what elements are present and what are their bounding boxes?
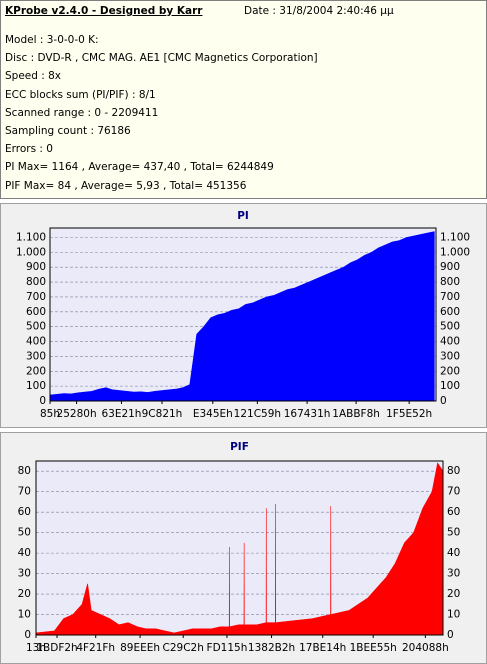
chart-title: PI bbox=[237, 210, 249, 222]
y-tick-label: 1.100 bbox=[16, 232, 46, 244]
chart: PIF 0 0 10 10 20 20 30 30 40 40 50 50 60 60 70 70 80 80 13h… bbox=[0, 432, 487, 664]
y-tick-label: 600 bbox=[26, 306, 46, 318]
x-tick-label: 121C59h bbox=[234, 408, 281, 420]
y2-tick-label: 400 bbox=[440, 336, 460, 348]
chart-title: PIF bbox=[230, 441, 249, 453]
y-tick-label: 300 bbox=[26, 350, 46, 362]
y-tick-label: 30 bbox=[18, 568, 31, 580]
y2-tick-label: 300 bbox=[440, 350, 460, 362]
report-line: ECC blocks sum (PI/PIF) : 8/1 bbox=[5, 88, 156, 101]
x-tick-label: 9C821h bbox=[142, 408, 183, 420]
y-tick-label: 100 bbox=[26, 380, 46, 392]
x-tick-label: FD115h bbox=[207, 642, 248, 654]
y-tick-label: 50 bbox=[18, 527, 31, 539]
y-tick-label: 60 bbox=[18, 506, 31, 518]
x-tick-label: 63E21h bbox=[101, 408, 141, 420]
y-tick-label: 70 bbox=[18, 486, 31, 498]
report-line: Scanned range : 0 - 2209411 bbox=[5, 106, 159, 119]
report-line: Errors : 0 bbox=[5, 143, 53, 156]
x-tick-label: 89EEEh bbox=[120, 642, 160, 654]
area bbox=[49, 231, 435, 402]
report-line: Disc : DVD-R , CMC MAG. AE1 [CMC Magneti… bbox=[5, 52, 318, 65]
x-tick-label: 1ABBF8h bbox=[332, 408, 380, 420]
y2-tick-label: 200 bbox=[440, 365, 460, 377]
plot-border bbox=[49, 227, 437, 402]
x-tick-label: 13h bbox=[26, 642, 46, 654]
y-tick-label: 10 bbox=[18, 609, 31, 621]
area bbox=[35, 462, 444, 636]
chart: PI 0 0 100 100 200 200 300 300 400 400 500 500 600 600… bbox=[0, 203, 487, 428]
x-tick-label: 1382B2h bbox=[248, 642, 295, 654]
plot-border bbox=[35, 460, 444, 636]
x-tick-label: 25280h bbox=[57, 408, 97, 420]
y2-tick-label: 600 bbox=[440, 306, 460, 318]
report-line: Sampling count : 76186 bbox=[5, 125, 131, 137]
y2-tick-label: 100 bbox=[440, 380, 460, 392]
y-tick-label: 200 bbox=[26, 365, 46, 377]
y-tick-label: 400 bbox=[26, 336, 46, 348]
y-tick-label: 20 bbox=[18, 588, 31, 600]
y-tick-label: 500 bbox=[26, 321, 46, 333]
x-tick-label: E345Eh bbox=[193, 408, 233, 420]
x-tick-label: 85h bbox=[40, 408, 60, 420]
x-tick-label: 4F21Fh bbox=[76, 642, 115, 654]
y2-tick-label: 40 bbox=[447, 547, 460, 559]
y-tick-label: 0 bbox=[39, 395, 46, 407]
y-tick-label: 40 bbox=[18, 547, 31, 559]
report-line: PIF Max= 84 , Average= 5,93 , Total= 451… bbox=[5, 179, 247, 192]
y2-tick-label: 700 bbox=[440, 291, 460, 303]
y2-tick-label: 70 bbox=[447, 486, 460, 498]
report-panel: KProbe v2.4.0 - Designed by Karr Date : … bbox=[0, 0, 487, 199]
x-tick-label: 17BE14h bbox=[299, 642, 346, 654]
report-date: Date : 31/8/2004 2:40:46 μμ bbox=[244, 5, 394, 17]
report-line: Model : 3-0-0-0 K: bbox=[5, 34, 99, 46]
y2-tick-label: 0 bbox=[440, 395, 447, 407]
y-tick-label: 0 bbox=[24, 629, 31, 641]
y2-tick-label: 50 bbox=[447, 527, 460, 539]
y2-tick-label: 20 bbox=[447, 588, 460, 600]
x-tick-label: 167431h bbox=[284, 408, 331, 420]
y-tick-label: 900 bbox=[26, 261, 46, 273]
y-tick-label: 800 bbox=[26, 276, 46, 288]
y2-tick-label: 800 bbox=[440, 276, 460, 288]
x-tick-label: 204088h bbox=[402, 642, 449, 654]
report-line: Speed : 8x bbox=[5, 70, 62, 83]
y2-tick-label: 30 bbox=[447, 568, 460, 580]
y2-tick-label: 1.000 bbox=[440, 246, 470, 258]
x-tick-label: 1BDF2h bbox=[36, 642, 77, 654]
y2-tick-label: 80 bbox=[447, 465, 460, 477]
y-tick-label: 80 bbox=[18, 465, 31, 477]
y-tick-label: 1.000 bbox=[16, 246, 46, 258]
y2-tick-label: 900 bbox=[440, 261, 460, 273]
report-title: KProbe v2.4.0 - Designed by Karr bbox=[5, 5, 203, 17]
y2-tick-label: 1.100 bbox=[440, 232, 470, 244]
y-tick-label: 700 bbox=[26, 291, 46, 303]
x-tick-label: C29C2h bbox=[163, 642, 204, 654]
x-tick-label: 1F5E52h bbox=[386, 408, 432, 420]
y2-tick-label: 500 bbox=[440, 321, 460, 333]
y2-tick-label: 0 bbox=[447, 629, 454, 641]
report-line: PI Max= 1164 , Average= 437,40 , Total= … bbox=[5, 161, 274, 174]
x-tick-label: 1BEE55h bbox=[350, 642, 397, 654]
y2-tick-label: 60 bbox=[447, 506, 460, 518]
y2-tick-label: 10 bbox=[447, 609, 460, 621]
